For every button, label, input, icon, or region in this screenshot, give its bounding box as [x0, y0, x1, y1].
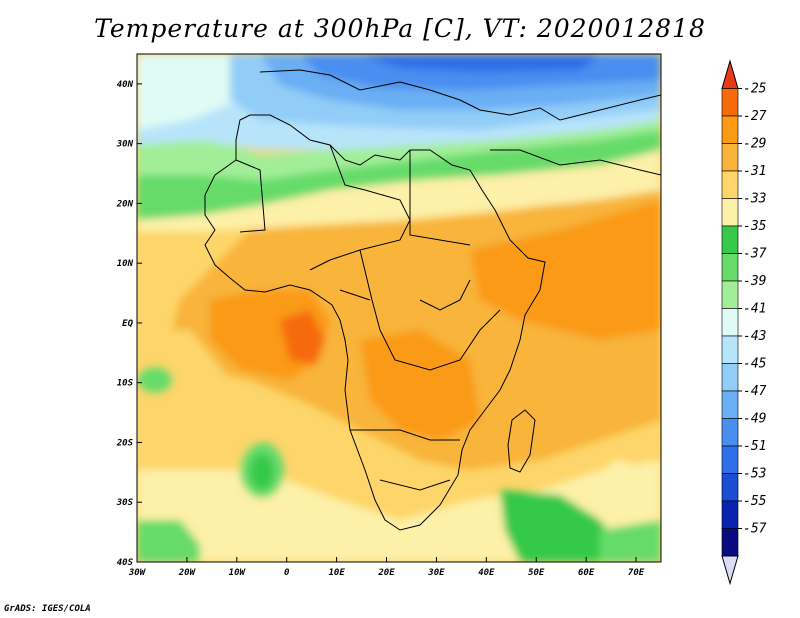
colorbar-label: -33: [743, 192, 766, 207]
lat-tick-label: 10N: [117, 259, 134, 269]
colorbar-label: -25: [743, 82, 767, 97]
colorbar-swatch: [721, 528, 739, 557]
colorbar-swatch: [721, 143, 739, 172]
lat-tick-label: 20N: [116, 199, 134, 209]
lon-tick-label: 70E: [628, 568, 645, 578]
colorbar-swatch: [721, 445, 739, 474]
colorbar-swatch: [721, 500, 739, 529]
colorbar-label: -49: [743, 412, 766, 427]
map-frame: [136, 53, 662, 563]
lon-tick-label: 20E: [377, 568, 395, 578]
colorbar-swatch: [721, 390, 739, 419]
colorbar-swatch: [721, 473, 739, 502]
colorbar-label: -57: [743, 522, 767, 537]
colorbar-label: -55: [743, 494, 767, 509]
colorbar-swatch: [721, 170, 739, 199]
lon-tick-label: 30E: [427, 568, 445, 578]
colorbar-label: -51: [743, 439, 766, 454]
lat-tick-label: 30N: [116, 140, 134, 150]
lon-tick-label: 50E: [528, 568, 545, 578]
colorbar-swatch: [721, 280, 739, 309]
colorbar-label: -27: [743, 109, 767, 124]
colorbar-label: -35: [743, 219, 767, 234]
colorbar-label: -31: [743, 164, 766, 179]
lat-tick-label: 10S: [117, 379, 134, 389]
colorbar-swatch: [721, 225, 739, 254]
axis-ticks: 30W 20W 10W 0 10E 20E 30E 40E 50E 60E 70E 40N 30N 20N…: [116, 80, 645, 578]
lat-tick-label: 20S: [116, 438, 134, 448]
lon-tick-label: 30W: [128, 568, 147, 578]
colorbar-label: -43: [743, 329, 766, 344]
lat-tick-label: 40S: [117, 558, 134, 568]
colorbar-swatch: [721, 88, 739, 117]
colorbar-bottom-arrow: [721, 555, 739, 586]
lon-tick-label: 10E: [328, 568, 345, 578]
colorbar-swatch: [721, 308, 739, 337]
temperature-field: [137, 54, 661, 562]
colorbar-label: -37: [743, 247, 767, 262]
colorbar-swatch: [721, 418, 739, 447]
credit-text: GrADS: IGES/COLA: [4, 604, 91, 614]
lon-tick-label: 60E: [578, 568, 595, 578]
lon-tick-label: 20W: [178, 568, 197, 578]
map-title: Temperature at 300hPa [C], VT: 202001281…: [94, 14, 706, 43]
colorbar-label: -53: [743, 467, 766, 482]
colorbar-label: -47: [743, 384, 767, 399]
colorbar-swatch: [721, 335, 739, 364]
colorbar: -25 -27 -29 -31 -33 -35 -37 -39 -41 -43 -45 -47 -49 -…: [721, 59, 767, 586]
lat-tick-label: EQ: [122, 319, 133, 329]
colorbar-label: -29: [743, 137, 766, 152]
colorbar-top-arrow: [721, 59, 739, 89]
lon-tick-label: 40E: [478, 568, 495, 578]
coastlines: [204, 69, 661, 531]
colorbar-swatch: [721, 115, 739, 144]
lat-tick-label: 40N: [117, 80, 134, 90]
colorbar-label: -45: [743, 357, 767, 372]
colorbar-label: -39: [743, 274, 766, 289]
lon-tick-label: 0: [284, 568, 290, 578]
colorbar-swatch: [721, 363, 739, 392]
lon-tick-label: 10W: [229, 568, 247, 578]
colorbar-label: -41: [743, 302, 766, 317]
colorbar-swatch: [721, 198, 739, 227]
colorbar-swatch: [721, 253, 739, 282]
lat-tick-label: 30S: [116, 498, 134, 508]
